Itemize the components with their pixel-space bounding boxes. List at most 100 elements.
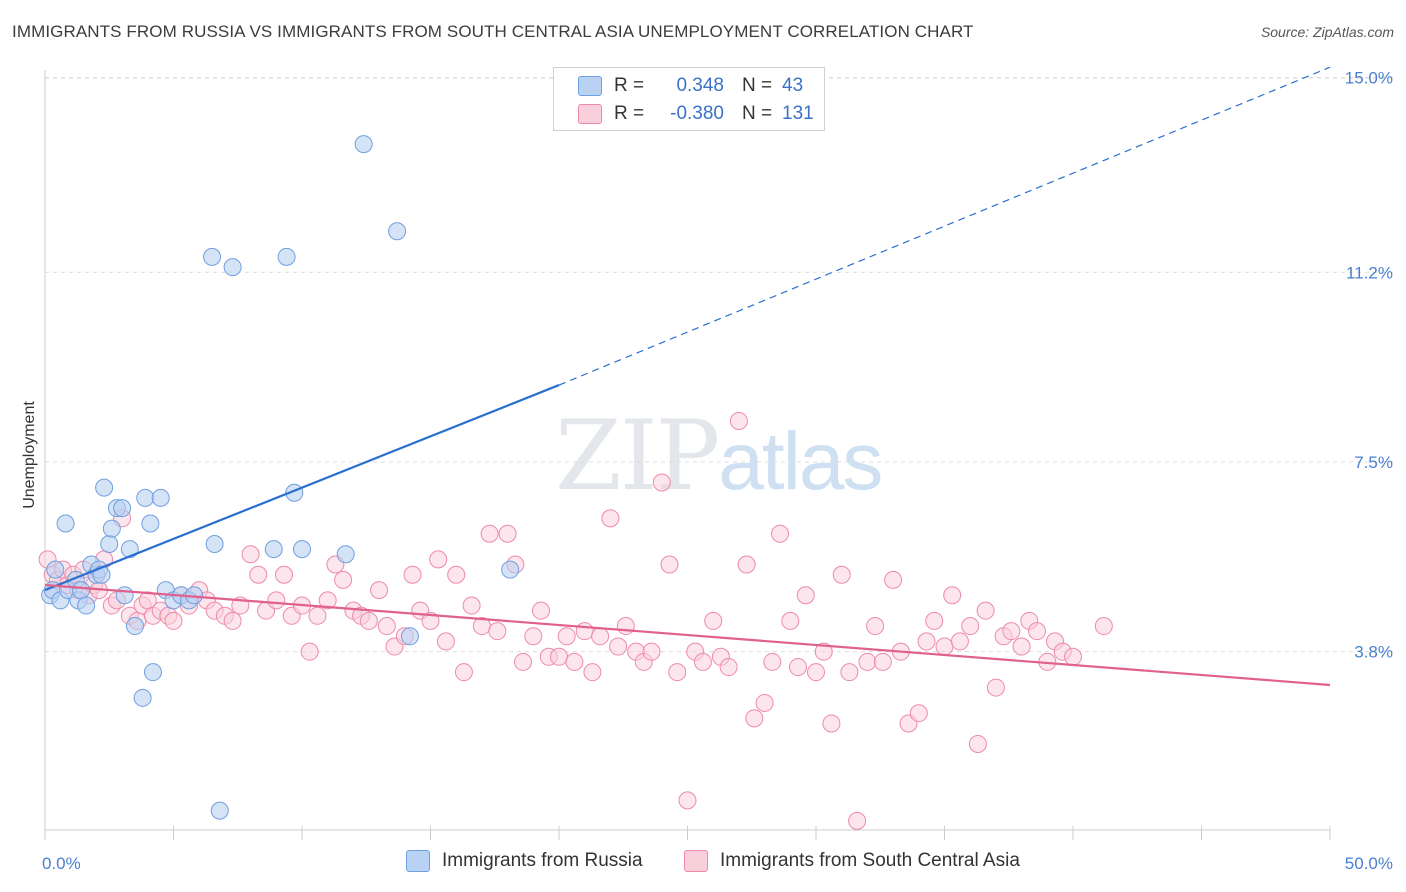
data-point-sca <box>1012 637 1031 656</box>
data-point-sca <box>436 632 455 651</box>
data-point-sca <box>704 611 723 630</box>
data-point-sca <box>807 663 825 682</box>
data-point-sca <box>591 627 610 646</box>
data-point-sca <box>275 565 294 584</box>
data-point-sca <box>771 524 790 543</box>
trend-lines <box>44 66 1331 687</box>
data-point-russia <box>115 586 134 605</box>
data-point-sca <box>763 652 782 671</box>
data-point-sca <box>840 663 859 682</box>
data-point-sca <box>729 411 748 430</box>
legend-r-value: -0.380 <box>670 103 724 124</box>
data-point-russia <box>120 540 139 559</box>
data-point-sca <box>822 714 841 733</box>
data-point-sca <box>359 611 378 630</box>
data-point-sca <box>480 524 499 543</box>
data-point-russia <box>71 581 90 600</box>
data-point-russia <box>400 627 419 646</box>
legend-item-russia: Immigrants from Russia <box>406 850 643 872</box>
data-point-sca <box>832 565 851 584</box>
y-tick-label: 7.5% <box>1354 453 1393 472</box>
data-point-sca <box>514 652 533 671</box>
legend-label-sca: Immigrants from South Central Asia <box>720 850 1020 871</box>
data-point-sca <box>565 652 584 671</box>
data-point-sca <box>943 586 962 605</box>
data-point-sca <box>719 658 738 677</box>
data-point-sca <box>755 693 774 712</box>
data-point-sca <box>370 581 389 600</box>
data-point-russia <box>501 560 520 579</box>
watermark-zip: ZIP <box>555 400 720 512</box>
data-point-sca <box>917 632 936 651</box>
data-point-russia <box>143 663 162 682</box>
data-point-russia <box>210 801 229 820</box>
data-point-sca <box>318 591 337 610</box>
data-point-sca <box>858 652 877 671</box>
data-point-russia <box>100 535 119 554</box>
y-tick-label: 3.8% <box>1354 643 1393 662</box>
data-point-sca <box>1002 622 1021 641</box>
y-tick-label: 15.0% <box>1345 68 1393 87</box>
series-legend: Immigrants from Russia Immigrants from S… <box>0 850 1406 878</box>
data-point-sca <box>789 658 808 677</box>
data-point-russia <box>125 617 144 636</box>
data-point-russia <box>56 514 75 533</box>
legend-r-value: 0.348 <box>676 75 724 96</box>
data-point-sca <box>447 565 466 584</box>
axis-ticks <box>44 826 1331 840</box>
data-point-sca <box>737 555 756 574</box>
data-point-sca <box>961 617 980 636</box>
data-point-sca <box>678 791 697 810</box>
data-point-sca <box>950 632 969 651</box>
data-point-sca <box>334 570 353 589</box>
data-point-sca <box>642 642 661 661</box>
data-point-sca <box>267 591 286 610</box>
data-point-sca <box>498 524 517 543</box>
data-point-russia <box>205 535 224 554</box>
data-point-sca <box>884 570 903 589</box>
data-point-sca <box>968 734 987 753</box>
data-point-sca <box>532 601 551 620</box>
legend-swatch-russia <box>578 76 602 96</box>
data-point-sca <box>976 601 995 620</box>
data-point-russia <box>223 258 242 277</box>
data-point-sca <box>848 811 867 830</box>
trend-line-sca <box>44 583 1331 687</box>
series-south-central-asia <box>38 411 1113 830</box>
data-point-russia <box>141 514 160 533</box>
legend-label-russia: Immigrants from Russia <box>442 850 643 871</box>
legend-swatch-russia <box>406 850 430 872</box>
x-tick-label: 0.0% <box>42 854 81 873</box>
legend-swatch-sca <box>578 104 602 124</box>
data-point-sca <box>609 637 628 656</box>
data-point-sca <box>873 652 892 671</box>
grid-lines <box>45 76 1395 653</box>
data-point-russia <box>264 540 283 559</box>
data-point-russia <box>136 488 155 507</box>
data-point-sca <box>377 617 396 636</box>
legend-r-label: R = <box>614 103 645 124</box>
data-point-sca <box>583 663 602 682</box>
legend-row-sca: R = -0.380 N = 131 <box>554 100 814 128</box>
data-point-russia <box>388 222 407 241</box>
data-point-sca <box>616 617 635 636</box>
data-point-sca <box>866 617 885 636</box>
data-point-sca <box>745 709 764 728</box>
legend-row-russia: R = 0.348 N = 43 <box>554 72 803 100</box>
data-point-russia <box>354 135 373 154</box>
data-point-sca <box>524 627 543 646</box>
data-point-sca <box>986 678 1005 697</box>
data-point-sca <box>557 627 576 646</box>
trend-line-russia <box>44 384 560 592</box>
data-point-russia <box>336 545 355 564</box>
data-point-russia <box>151 488 170 507</box>
legend-n-value: 131 <box>782 103 814 124</box>
data-point-russia <box>203 247 222 266</box>
data-point-sca <box>223 611 242 630</box>
data-point-sca <box>935 637 954 656</box>
data-point-sca <box>429 550 448 569</box>
axes <box>44 70 1330 831</box>
data-point-sca <box>601 509 620 528</box>
data-point-russia <box>113 499 132 518</box>
